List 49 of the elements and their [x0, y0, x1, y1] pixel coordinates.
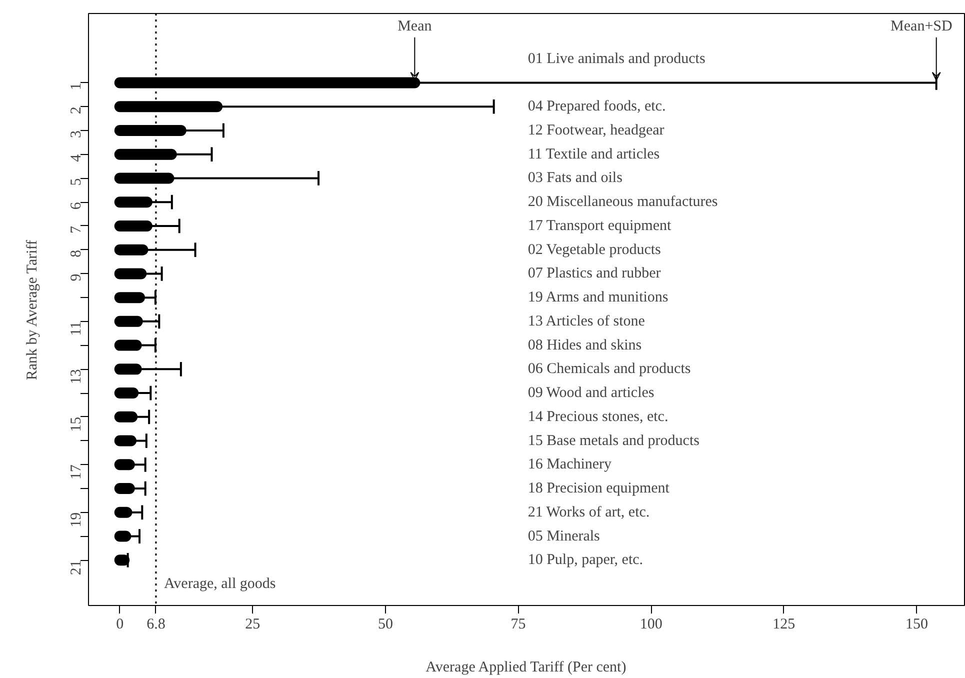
annotation: 02 Vegetable products [528, 242, 662, 258]
annotation: Mean+SD [890, 18, 953, 35]
y-tick-label: 13 [68, 369, 84, 384]
y-tick-label: 11 [68, 321, 84, 336]
annotation: 14 Precious stones, etc. [528, 408, 668, 425]
annotation: 07 Plastics and rubber [528, 266, 661, 282]
y-tick-label: 9 [68, 274, 84, 282]
x-tick-label: 6.8 [146, 616, 166, 632]
annotation: 05 Minerals [528, 528, 600, 544]
y-tick-label: 4 [68, 154, 84, 162]
text: 01 Live animals and products [528, 50, 706, 67]
y-tick-label: 1 [68, 82, 84, 90]
x-axis-title: Average Applied Tariff (Per cent) [426, 660, 626, 676]
annotation: 21 Works of art, etc. [528, 504, 650, 520]
y-tick-label: 8 [68, 250, 84, 258]
y-tick-label: 15 [68, 416, 84, 432]
annotation: 06 Chemicals and products [528, 361, 691, 378]
annotation: Mean [398, 18, 432, 35]
annotation: 03 Fats and oils [528, 170, 623, 186]
y-tick-label: 3 [68, 130, 84, 138]
annotation: 08 Hides and skins [528, 337, 642, 354]
annotation: 13 Articles of stone [528, 313, 646, 330]
y-tick-label: 17 [68, 464, 84, 480]
annotation: 18 Precision equipment [528, 480, 670, 497]
x-tick-label: 75 [510, 616, 526, 632]
y-tick-label: 5 [68, 178, 84, 186]
annotation: 10 Pulp, paper, etc. [528, 552, 644, 568]
annotation: 15 Base metals and products [528, 432, 700, 449]
annotation: 19 Arms and munitions [528, 290, 668, 306]
x-tick-label: 100 [640, 616, 662, 632]
x-tick-label: 125 [772, 616, 796, 632]
annotation: 12 Footwear, headgear [528, 122, 664, 138]
y-tick-label: 7 [68, 225, 84, 234]
annotation: 04 Prepared foods, etc. [528, 98, 666, 115]
y-tick-label: 6 [68, 202, 84, 210]
annotation: 11 Textile and articles [528, 146, 660, 162]
x-tick-label: 25 [245, 616, 260, 632]
y-tick-label: 21 [68, 560, 84, 576]
y-tick-label: 19 [68, 512, 84, 528]
annotation: 20 Miscellaneous manufactures [528, 194, 718, 210]
y-tick-label: 2 [68, 106, 84, 114]
annotation: 16 Machinery [528, 456, 612, 473]
y-axis-title: Rank by Average Tariff [24, 240, 40, 380]
x-tick-label: 0 [116, 616, 124, 632]
ref-line-label: Average, all goods [164, 576, 276, 592]
annotation: 17 Transport equipment [528, 218, 672, 234]
x-tick-label: 150 [905, 616, 928, 632]
annotation: 09 Wood and articles [528, 385, 654, 402]
x-tick-label: 50 [378, 616, 393, 632]
